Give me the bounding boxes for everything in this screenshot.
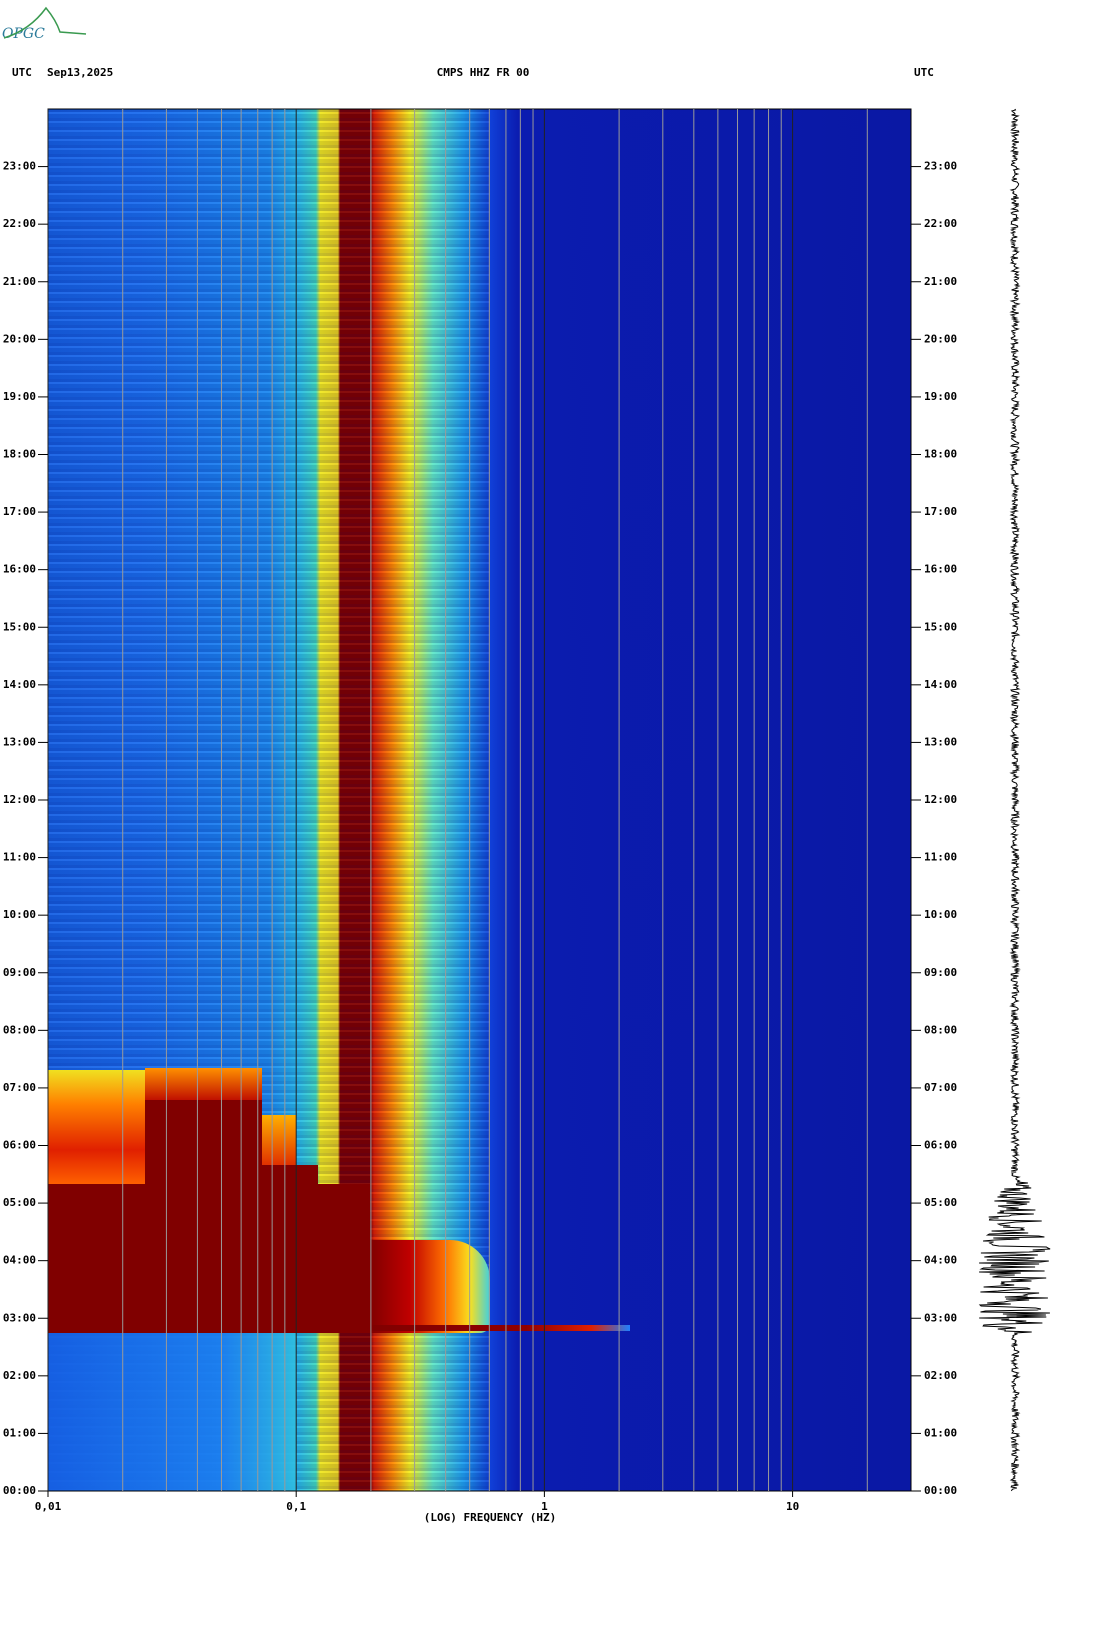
right-label: UTC bbox=[914, 66, 934, 79]
y-tick-label-left: 04:00 bbox=[3, 1254, 36, 1267]
y-tick-label-right: 04:00 bbox=[924, 1254, 957, 1267]
y-tick-label-left: 13:00 bbox=[3, 735, 36, 748]
y-tick-label-left: 23:00 bbox=[3, 160, 36, 173]
chart-title: CMPS HHZ FR 00 bbox=[437, 66, 530, 79]
y-tick-label-right: 10:00 bbox=[924, 908, 957, 921]
y-tick-label-left: 14:00 bbox=[3, 678, 36, 691]
y-tick-label-right: 06:00 bbox=[924, 1139, 957, 1152]
quake-streak bbox=[370, 1325, 630, 1331]
y-tick-label-right: 12:00 bbox=[924, 793, 957, 806]
y-tick-label-right: 18:00 bbox=[924, 448, 957, 461]
y-tick-label-left: 05:00 bbox=[3, 1196, 36, 1209]
y-tick-label-right: 03:00 bbox=[924, 1311, 957, 1324]
y-tick-label-right: 00:00 bbox=[924, 1484, 957, 1497]
y-tick-label-left: 09:00 bbox=[3, 966, 36, 979]
y-tick-label-left: 03:00 bbox=[3, 1311, 36, 1324]
y-tick-label-left: 21:00 bbox=[3, 275, 36, 288]
date: Sep13,2025 bbox=[47, 66, 113, 79]
y-tick-label-right: 05:00 bbox=[924, 1196, 957, 1209]
y-tick-label-right: 02:00 bbox=[924, 1369, 957, 1382]
left-label: UTC bbox=[12, 66, 32, 79]
y-tick-label-right: 22:00 bbox=[924, 217, 957, 230]
y-tick-label-left: 07:00 bbox=[3, 1081, 36, 1094]
y-tick-label-left: 00:00 bbox=[3, 1484, 36, 1497]
y-tick-label-left: 20:00 bbox=[3, 332, 36, 345]
y-tick-label-right: 13:00 bbox=[924, 735, 957, 748]
seismogram bbox=[978, 108, 1051, 1492]
y-tick-label-right: 11:00 bbox=[924, 851, 957, 864]
y-tick-label-left: 22:00 bbox=[3, 217, 36, 230]
y-tick-label-left: 12:00 bbox=[3, 793, 36, 806]
y-tick-label-right: 01:00 bbox=[924, 1426, 957, 1439]
y-tick-label-left: 02:00 bbox=[3, 1369, 36, 1382]
quiet-band bbox=[48, 1333, 296, 1491]
y-tick-label-left: 08:00 bbox=[3, 1023, 36, 1036]
x-tick-label: 0,01 bbox=[35, 1500, 62, 1513]
y-tick-label-left: 06:00 bbox=[3, 1139, 36, 1152]
logo: OPGC bbox=[2, 26, 45, 42]
y-tick-label-right: 09:00 bbox=[924, 966, 957, 979]
quake-core-2 bbox=[145, 1100, 262, 1184]
quake-orange-1 bbox=[48, 1070, 145, 1184]
x-axis-label: (LOG) FREQUENCY (HZ) bbox=[424, 1511, 556, 1524]
y-tick-label-right: 15:00 bbox=[924, 620, 957, 633]
y-tick-label-right: 14:00 bbox=[924, 678, 957, 691]
y-tick-label-left: 10:00 bbox=[3, 908, 36, 921]
y-tick-label-right: 07:00 bbox=[924, 1081, 957, 1094]
y-tick-label-right: 19:00 bbox=[924, 390, 957, 403]
y-tick-label-left: 01:00 bbox=[3, 1426, 36, 1439]
y-tick-label-left: 17:00 bbox=[3, 505, 36, 518]
y-tick-label-right: 21:00 bbox=[924, 275, 957, 288]
x-tick-label: 10 bbox=[786, 1500, 799, 1513]
y-tick-label-right: 16:00 bbox=[924, 563, 957, 576]
quake-orange-3 bbox=[262, 1115, 296, 1165]
y-tick-label-right: 20:00 bbox=[924, 332, 957, 345]
y-tick-label-left: 15:00 bbox=[3, 620, 36, 633]
y-tick-label-left: 18:00 bbox=[3, 448, 36, 461]
y-tick-label-right: 08:00 bbox=[924, 1023, 957, 1036]
x-tick-label: 0,1 bbox=[286, 1500, 306, 1513]
quake-orange-2 bbox=[145, 1068, 262, 1100]
y-tick-label-left: 16:00 bbox=[3, 563, 36, 576]
y-tick-label-left: 19:00 bbox=[3, 390, 36, 403]
logo-swoosh bbox=[3, 6, 87, 39]
quake-core-1 bbox=[48, 1184, 370, 1333]
quake-core-3 bbox=[262, 1165, 318, 1184]
y-tick-label-left: 11:00 bbox=[3, 851, 36, 864]
y-tick-label-right: 17:00 bbox=[924, 505, 957, 518]
y-tick-label-right: 23:00 bbox=[924, 160, 957, 173]
x-tick-label: 1 bbox=[541, 1500, 548, 1513]
